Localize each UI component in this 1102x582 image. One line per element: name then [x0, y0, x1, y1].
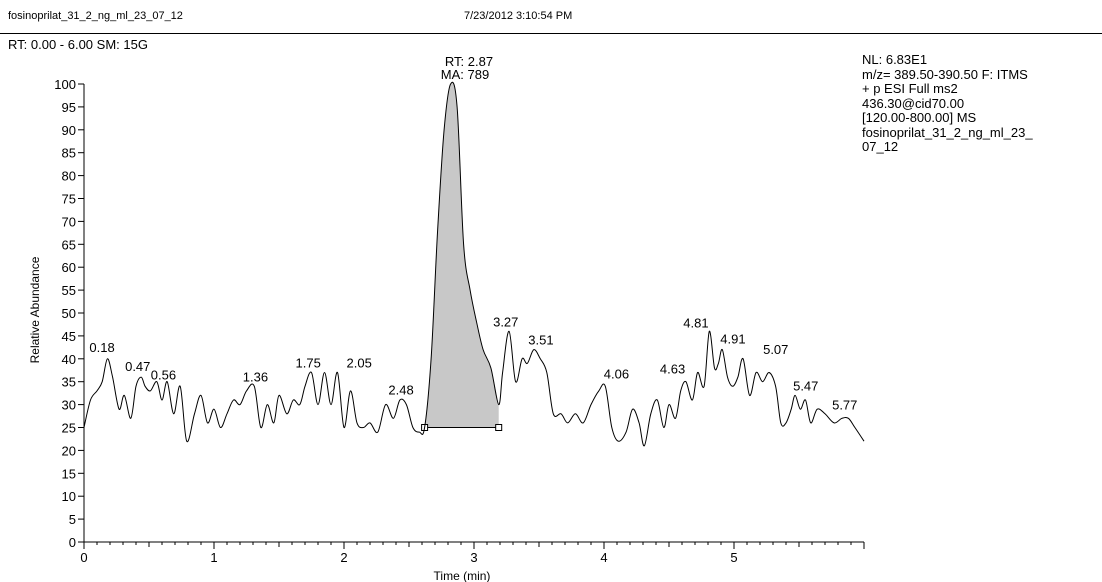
y-tick-label: 50 [62, 306, 76, 321]
y-tick-label: 10 [62, 489, 76, 504]
integrated-area-fill [424, 82, 499, 428]
y-tick-label: 55 [62, 283, 76, 298]
y-tick-label: 15 [62, 466, 76, 481]
info-line: [120.00-800.00] MS [862, 110, 977, 125]
peak-label: 3.51 [528, 333, 553, 348]
peak-label: 0.18 [89, 340, 114, 355]
y-tick-label: 0 [69, 535, 76, 550]
info-line: m/z= 389.50-390.50 F: ITMS [862, 66, 1028, 82]
peak-label: 4.06 [604, 366, 629, 381]
x-tick-label: 4 [600, 550, 607, 565]
axes: 0510152025303540455055606570758085909510… [54, 77, 865, 565]
peak-label: 5.47 [793, 378, 818, 393]
y-axis-title: Relative Abundance [28, 256, 42, 363]
top-peak-rt-label: RT: 2.87 [445, 54, 493, 69]
header-divider [0, 33, 1102, 34]
info-line: 07_12 [862, 139, 899, 154]
x-tick-label: 5 [730, 550, 737, 565]
peak-label: 3.27 [493, 314, 518, 329]
y-tick-label: 95 [62, 100, 76, 115]
peak-label: 4.91 [720, 332, 745, 347]
peak-label: 4.63 [660, 362, 685, 377]
y-tick-label: 45 [62, 329, 76, 344]
file-name: fosinoprilat_31_2_ng_ml_23_07_12 [8, 10, 183, 22]
rt-range-label: RT: 0.00 - 6.00 SM: 15G [8, 37, 148, 52]
info-line: 436.30@cid70.00 [862, 95, 965, 111]
chromatogram-trace [83, 81, 865, 447]
y-tick-label: 40 [62, 352, 76, 367]
peak-label: 5.77 [832, 397, 857, 412]
y-tick-label: 80 [62, 169, 76, 184]
x-tick-label: 0 [80, 550, 87, 565]
top-peak-ma-label: MA: 789 [441, 67, 489, 82]
peak-labels: 0.18 0.470.56 1.36 1.75 2.05 2.48 3.27 3.51 4.06… [89, 314, 857, 412]
y-tick-label: 5 [69, 512, 76, 527]
info-line: fosinoprilat_31_2_ng_ml_23_ [862, 124, 1033, 140]
y-tick-label: 30 [62, 398, 76, 413]
peak-label: 0.47 [125, 359, 150, 374]
y-tick-label: 90 [62, 123, 76, 138]
peak-label: 2.48 [388, 383, 413, 398]
y-tick-label: 65 [62, 237, 76, 252]
y-tick-label: 20 [62, 443, 76, 458]
y-tick-label: 75 [62, 192, 76, 207]
info-line: + p ESI Full ms2 [862, 81, 958, 96]
peak-label: 1.75 [296, 356, 321, 371]
x-tick-label: 1 [210, 550, 217, 565]
peak-label: 0.56 [151, 368, 176, 383]
peak-label: 4.81 [683, 315, 708, 330]
acquisition-timestamp: 7/23/2012 3:10:54 PM [464, 10, 573, 22]
peak-label: 5.07 [763, 342, 788, 357]
y-tick-label: 60 [62, 260, 76, 275]
x-axis-title: Time (min) [434, 569, 491, 582]
scan-info-panel: NL: 6.83E1 m/z= 389.50-390.50 F: ITMS + … [862, 52, 1033, 155]
y-tick-label: 35 [62, 375, 76, 390]
x-tick-label: 2 [340, 550, 347, 565]
y-tick-label: 85 [62, 146, 76, 161]
integrated-peak-area [421, 82, 503, 431]
x-tick-label: 3 [470, 550, 477, 565]
peak-label: 1.36 [243, 369, 268, 384]
y-tick-label: 25 [62, 421, 76, 436]
integration-end-marker [495, 424, 503, 431]
info-line: NL: 6.83E1 [862, 52, 928, 67]
trace-layer [83, 81, 865, 447]
peak-label: 2.05 [347, 356, 372, 371]
y-tick-label: 100 [54, 77, 76, 92]
y-tick-label: 70 [62, 214, 76, 229]
